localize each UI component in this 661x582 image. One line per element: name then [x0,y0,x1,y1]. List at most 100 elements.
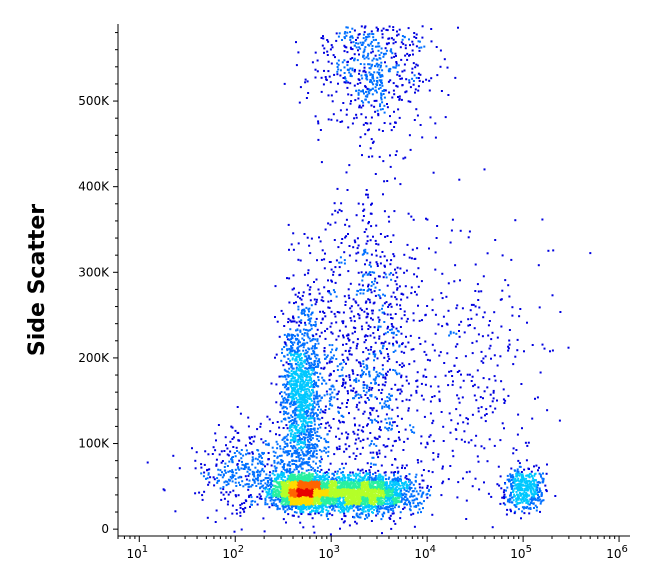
data-point [392,504,395,507]
data-point [341,504,344,507]
data-point [356,503,359,506]
data-point [270,485,272,488]
data-point [347,503,350,505]
data-point [406,503,408,506]
data-point [289,482,292,485]
data-point [343,481,346,483]
data-point [293,302,295,305]
data-point [300,504,302,507]
data-point [297,413,300,416]
data-point [310,484,313,487]
data-point [306,450,309,452]
data-point [302,475,305,478]
data-point [310,443,313,446]
data-point [286,488,289,491]
data-point [398,487,401,490]
data-point [394,488,396,491]
data-point [346,497,349,500]
data-point [379,476,381,479]
data-point [291,397,294,400]
data-point [400,496,403,499]
data-point [347,482,350,485]
data-point [396,472,399,475]
data-point [322,478,325,481]
data-point [365,470,367,473]
data-point [295,478,298,481]
data-point [361,508,364,511]
data-point [362,481,364,484]
data-point [300,474,302,477]
data-point [387,511,390,514]
data-point [386,498,389,501]
data-point [301,413,304,416]
data-point [295,487,297,490]
data-point [365,479,368,481]
data-point [301,394,304,397]
data-point [385,481,388,484]
data-point [316,494,319,497]
data-point [309,490,311,493]
data-point [333,491,336,494]
data-point [352,504,355,507]
data-point [388,488,391,491]
data-point [341,484,343,487]
data-point [390,480,393,483]
data-point [294,486,296,488]
data-point [308,433,311,436]
data-point [302,507,305,510]
data-point [298,451,301,454]
data-point [298,505,301,508]
data-point [332,494,335,497]
data-point [303,478,306,481]
data-point [335,500,338,502]
data-point [364,517,366,520]
data-point [286,478,289,480]
data-point [284,481,287,483]
data-point [304,436,307,439]
data-point [279,491,282,494]
data-point [329,500,332,503]
data-point [326,498,329,501]
data-point [385,485,388,488]
data-point [394,483,397,485]
data-point [336,470,339,473]
data-point [412,499,415,502]
data-point [409,483,412,486]
data-point [386,495,389,498]
data-point [378,489,380,492]
data-point [374,481,377,484]
data-point [340,506,343,509]
data-point [382,496,385,498]
data-point [358,503,361,506]
data-point [314,507,316,509]
data-point [317,507,320,510]
data-point [313,497,316,500]
data-point [286,469,288,472]
data-point [393,493,396,496]
data-point [284,488,287,491]
data-point [309,398,312,401]
data-point [336,476,339,479]
data-point [280,420,283,423]
data-point [279,487,282,490]
data-point [363,477,366,479]
data-point [349,471,352,474]
data-point [373,508,376,511]
data-point [346,492,349,495]
data-point [340,482,343,485]
data-point [300,477,303,480]
data-point [299,505,302,508]
data-point [334,485,337,488]
data-point [308,483,311,486]
data-point [386,488,389,491]
data-point [299,496,302,498]
data-point [325,515,328,518]
data-point [373,477,376,480]
data-point [344,503,347,506]
data-point [341,488,344,491]
data-point [391,500,394,503]
data-point [384,471,387,474]
data-point [275,383,278,386]
data-point [314,475,317,478]
data-point [280,470,283,473]
